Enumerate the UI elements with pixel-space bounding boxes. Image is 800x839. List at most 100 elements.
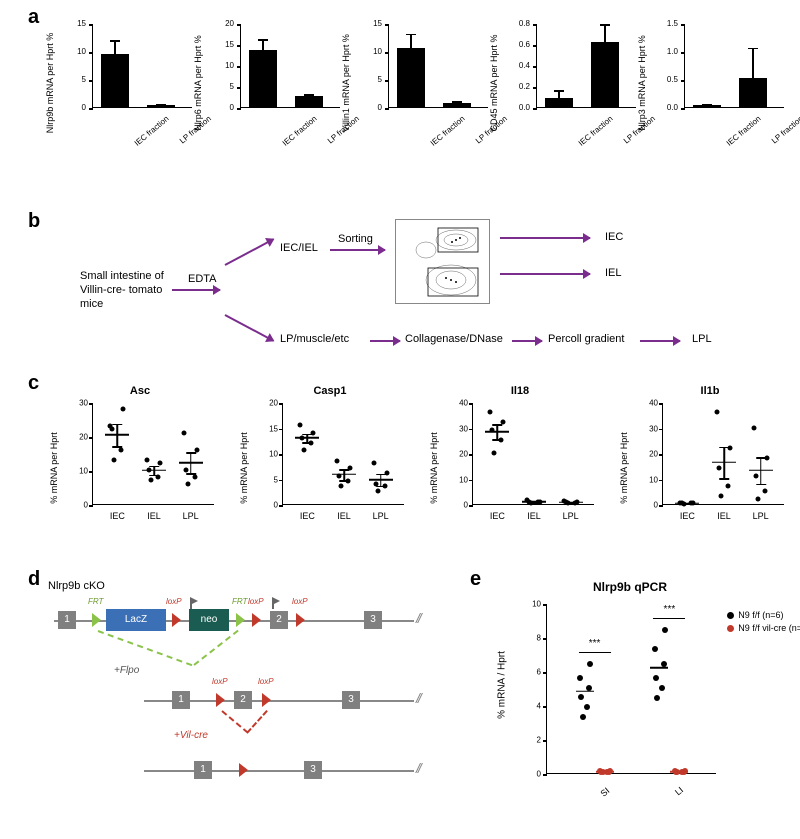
data-point — [678, 500, 683, 505]
data-point — [492, 451, 497, 456]
bar — [249, 50, 277, 107]
x-label: LP fraction — [770, 114, 800, 145]
c1-ex3: 3 — [364, 611, 382, 629]
data-point — [501, 420, 506, 425]
flow-percoll: Percoll gradient — [548, 333, 624, 345]
data-point — [691, 500, 696, 505]
x-label: IEL — [527, 511, 541, 521]
ylabel: Villin1 mRNA per Hprt % — [341, 34, 351, 132]
data-point — [192, 474, 197, 479]
facs-plot — [395, 219, 490, 304]
data-point — [717, 466, 722, 471]
panel-e-legend: N9 f/f (n=6)N9 f/f vil-cre (n=6) — [727, 610, 800, 636]
plot-area: 0.00.20.40.60.8IEC fractionLP fraction — [536, 24, 636, 108]
data-point — [715, 410, 720, 415]
plot-area: 0.00.51.01.5IEC fractionLP fraction — [684, 24, 784, 108]
data-point — [661, 661, 667, 667]
x-label: IEC — [490, 511, 505, 521]
plot-area: 051015IEC fractionLP fraction — [92, 24, 192, 108]
arrow-coll — [370, 340, 400, 342]
data-point — [335, 458, 340, 463]
arrow-up — [225, 238, 275, 266]
c2-ex1: 1 — [172, 691, 190, 709]
c1-frt2-l: FRT — [232, 597, 247, 606]
data-point — [488, 410, 493, 415]
chart-title: Il1b — [630, 385, 790, 397]
c1-frt1-l: FRT — [88, 597, 103, 606]
data-point — [339, 484, 344, 489]
data-point — [574, 500, 579, 505]
bar — [443, 103, 471, 107]
plot-area: IECIELLPL — [282, 403, 404, 505]
x-label: SI — [598, 785, 611, 798]
panel-c-label: c — [28, 372, 39, 395]
arrow-lpl — [640, 340, 680, 342]
data-point — [194, 447, 199, 452]
scatter-casp1: Casp1% mRNA per HprtIECIELLPL05101520 — [250, 385, 410, 535]
cre-dash1 — [221, 710, 248, 733]
bar — [739, 78, 767, 107]
data-point — [561, 498, 566, 503]
data-point — [682, 768, 688, 774]
c1-ex1: 1 — [58, 611, 76, 629]
data-point — [375, 489, 380, 494]
data-point — [597, 768, 603, 774]
panel-e-plot: 0246810SILI****** — [546, 604, 716, 774]
data-point — [145, 457, 150, 462]
c2-lox2 — [262, 693, 271, 707]
flow-lpmuscle: LP/muscle/etc — [280, 333, 349, 345]
chart-title: Asc — [60, 385, 220, 397]
ylabel: Nlrp6 mRNA per Hprt % — [193, 35, 203, 131]
data-point — [719, 494, 724, 499]
data-point — [751, 425, 756, 430]
c3-slash: // — [416, 760, 420, 776]
panel-d: Nlrp9b cKO 1 FRT LacZ loxP neo FRT loxP … — [44, 580, 444, 820]
scatter-il1b: Il1b% mRNA per HprtIECIELLPL010203040 — [630, 385, 790, 535]
plot-area: 051015IEC fractionLP fraction — [388, 24, 488, 108]
c3-ex3: 3 — [304, 761, 322, 779]
data-point — [586, 685, 592, 691]
flow-ieciel: IEC/IEL — [280, 242, 318, 254]
ylabel: % mRNA per Hprt — [239, 432, 249, 504]
bar — [545, 98, 573, 107]
data-point — [147, 468, 152, 473]
x-label: IEC — [300, 511, 315, 521]
data-point — [311, 430, 316, 435]
data-point — [348, 466, 353, 471]
data-point — [158, 461, 163, 466]
data-point — [149, 478, 154, 483]
chart-title: Il18 — [440, 385, 600, 397]
bar-chart-nlrp3: Nlrp3 mRNA per Hprt %0.00.51.01.5IEC fra… — [652, 18, 790, 148]
scatter-il18: Il18% mRNA per HprtIECIELLPL010203040 — [440, 385, 600, 535]
data-point — [185, 481, 190, 486]
data-point — [121, 406, 126, 411]
scatter-asc: Asc% mRNA per HprtIECIELLPL0102030 — [60, 385, 220, 535]
cre-label: +Vil-cre — [174, 730, 208, 741]
legend-item: N9 f/f (n=6) — [727, 610, 800, 620]
c1-neo: neo — [189, 609, 229, 631]
x-label: LI — [673, 785, 685, 797]
arrow-1 — [172, 289, 220, 291]
data-point — [538, 499, 543, 504]
flpo-label: +Flpo — [114, 665, 139, 676]
panel-a-label: a — [28, 6, 39, 29]
arrow-iel — [500, 273, 590, 275]
x-label: LPL — [373, 511, 389, 521]
x-label: IEL — [717, 511, 731, 521]
flow-iel-out: IEL — [605, 267, 622, 279]
data-point — [156, 474, 161, 479]
x-label: IEC fraction — [429, 114, 467, 148]
ylabel: % mRNA per Hprt — [429, 432, 439, 504]
data-point — [499, 438, 504, 443]
c1-lox2 — [252, 613, 261, 627]
bar — [591, 42, 619, 107]
x-label: IEC — [680, 511, 695, 521]
data-point — [108, 423, 113, 428]
panel-e-title: Nlrp9b qPCR — [500, 580, 760, 594]
c2-ex3: 3 — [342, 691, 360, 709]
data-point — [300, 435, 305, 440]
flow-collagenase: Collagenase/DNase — [405, 333, 503, 345]
data-point — [755, 496, 760, 501]
x-label: IEC fraction — [725, 114, 763, 148]
bar — [101, 54, 129, 107]
